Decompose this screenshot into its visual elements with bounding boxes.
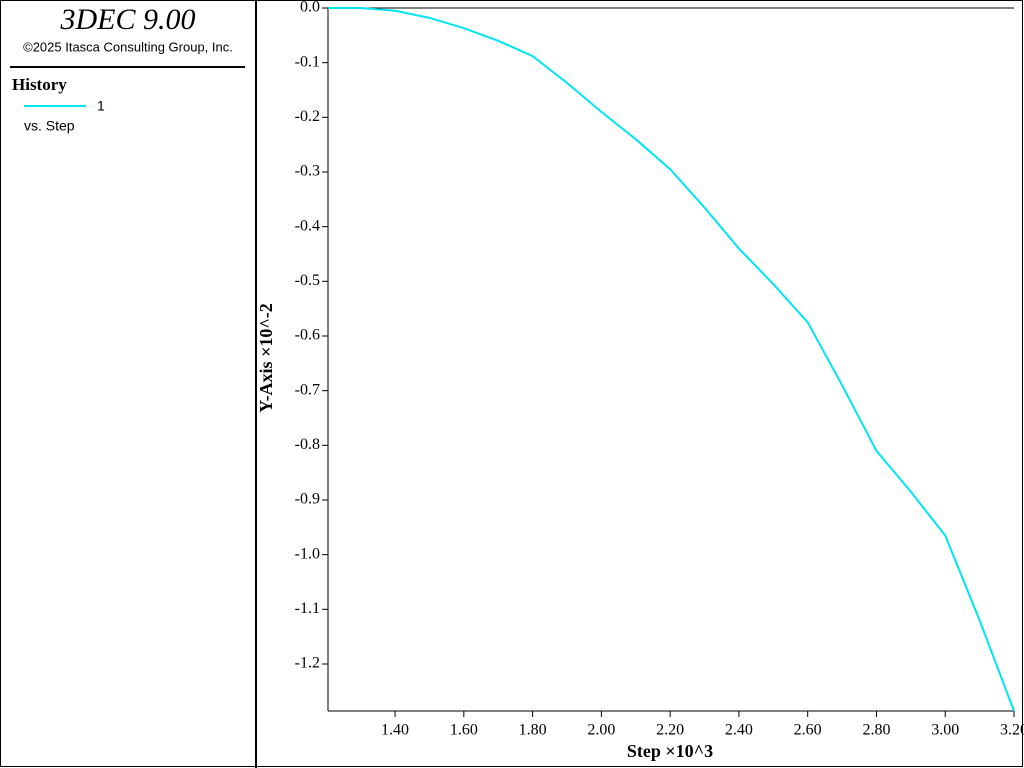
y-tick-label: -0.9 xyxy=(295,491,320,508)
legend-entry: 1 xyxy=(97,98,105,114)
y-tick-label: -0.1 xyxy=(295,53,320,70)
x-tick-label: 2.40 xyxy=(725,722,753,739)
x-tick-label: 2.00 xyxy=(587,722,615,739)
x-tick-label: 1.40 xyxy=(381,722,409,739)
legend-title: History xyxy=(12,75,67,94)
y-tick-label: -1.1 xyxy=(295,600,320,617)
y-tick-label: 0.0 xyxy=(300,0,320,16)
x-tick-label: 3.20 xyxy=(1000,722,1024,739)
y-tick-label: -0.4 xyxy=(295,217,320,234)
copyright: ©2025 Itasca Consulting Group, Inc. xyxy=(23,39,233,54)
y-tick-label: -1.2 xyxy=(295,655,320,672)
y-tick-label: -0.7 xyxy=(295,381,320,398)
y-tick-label: -0.6 xyxy=(295,327,320,344)
y-tick-label: -0.8 xyxy=(295,436,320,453)
y-tick-label: -0.5 xyxy=(295,272,320,289)
x-tick-label: 2.20 xyxy=(656,722,684,739)
x-tick-label: 3.00 xyxy=(931,722,959,739)
x-tick-label: 1.60 xyxy=(450,722,478,739)
y-tick-label: -0.2 xyxy=(295,108,320,125)
app-title: 3DEC 9.00 xyxy=(60,3,196,36)
x-tick-label: 1.80 xyxy=(519,722,547,739)
x-tick-label: 2.80 xyxy=(862,722,890,739)
series-line xyxy=(328,7,1015,712)
x-tick-label: 2.60 xyxy=(794,722,822,739)
legend-vs: vs. Step xyxy=(24,118,75,134)
y-tick-label: -0.3 xyxy=(295,163,320,180)
y-tick-label: -1.0 xyxy=(295,545,320,562)
y-axis-label: Y-Axis ×10^-2 xyxy=(256,303,276,413)
x-axis-label: Step ×10^3 xyxy=(627,741,713,761)
